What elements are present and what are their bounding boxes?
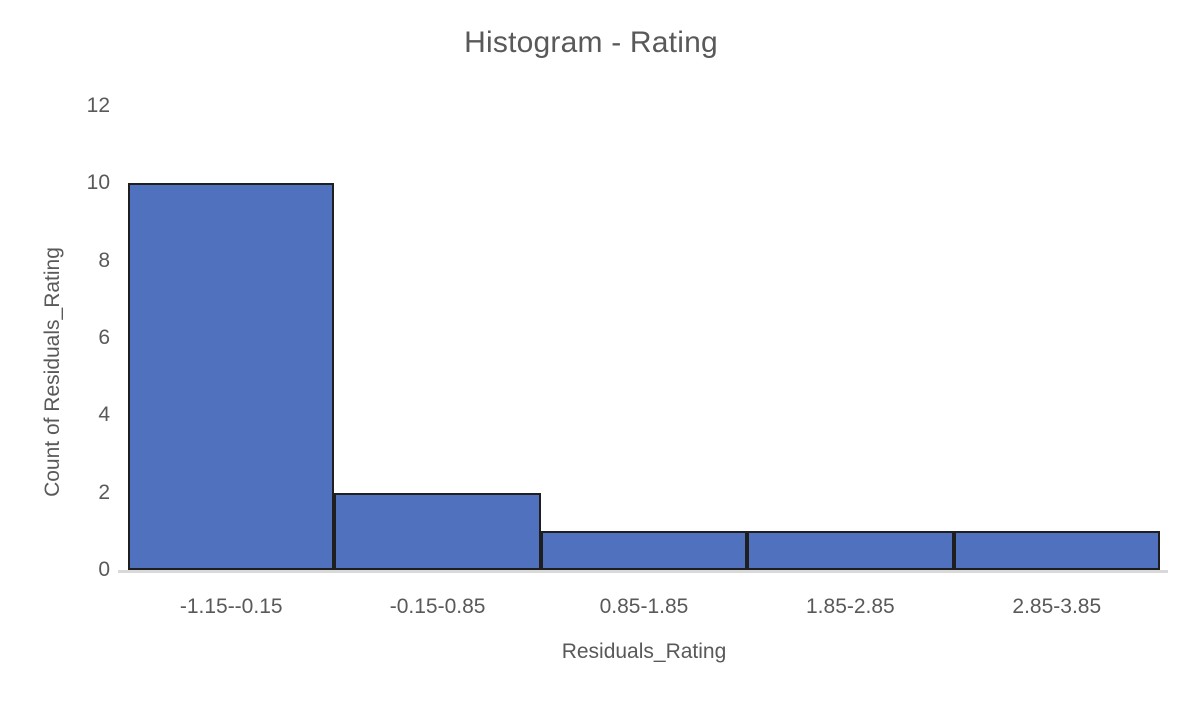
y-tick-label: 2 bbox=[98, 480, 110, 504]
x-category-label: 1.85-2.85 bbox=[806, 595, 895, 618]
x-category-label: -0.15-0.85 bbox=[389, 595, 486, 618]
y-tick-label: 8 bbox=[98, 248, 110, 272]
histogram-bar bbox=[540, 531, 748, 570]
y-axis-title: Count of Residuals_Rating bbox=[41, 247, 64, 497]
chart-title: Histogram - Rating bbox=[464, 26, 718, 59]
histogram-bar bbox=[128, 183, 335, 570]
histogram-bar bbox=[334, 492, 541, 570]
y-tick-label: 10 bbox=[86, 171, 110, 195]
x-category-label: 0.85-1.85 bbox=[599, 595, 689, 618]
x-axis-line bbox=[118, 570, 1168, 573]
y-tick-label: 0 bbox=[98, 558, 110, 581]
y-tick-label: 6 bbox=[98, 326, 110, 349]
x-category-label: 2.85-3.85 bbox=[1012, 595, 1102, 618]
y-tick-label: 4 bbox=[98, 403, 110, 427]
histogram-bar bbox=[747, 531, 954, 570]
y-tick-label: 12 bbox=[86, 94, 110, 117]
x-axis-title: Residuals_Rating bbox=[561, 640, 727, 663]
x-category-label: -1.15--0.15 bbox=[179, 595, 283, 618]
histogram-bar bbox=[953, 531, 1160, 570]
